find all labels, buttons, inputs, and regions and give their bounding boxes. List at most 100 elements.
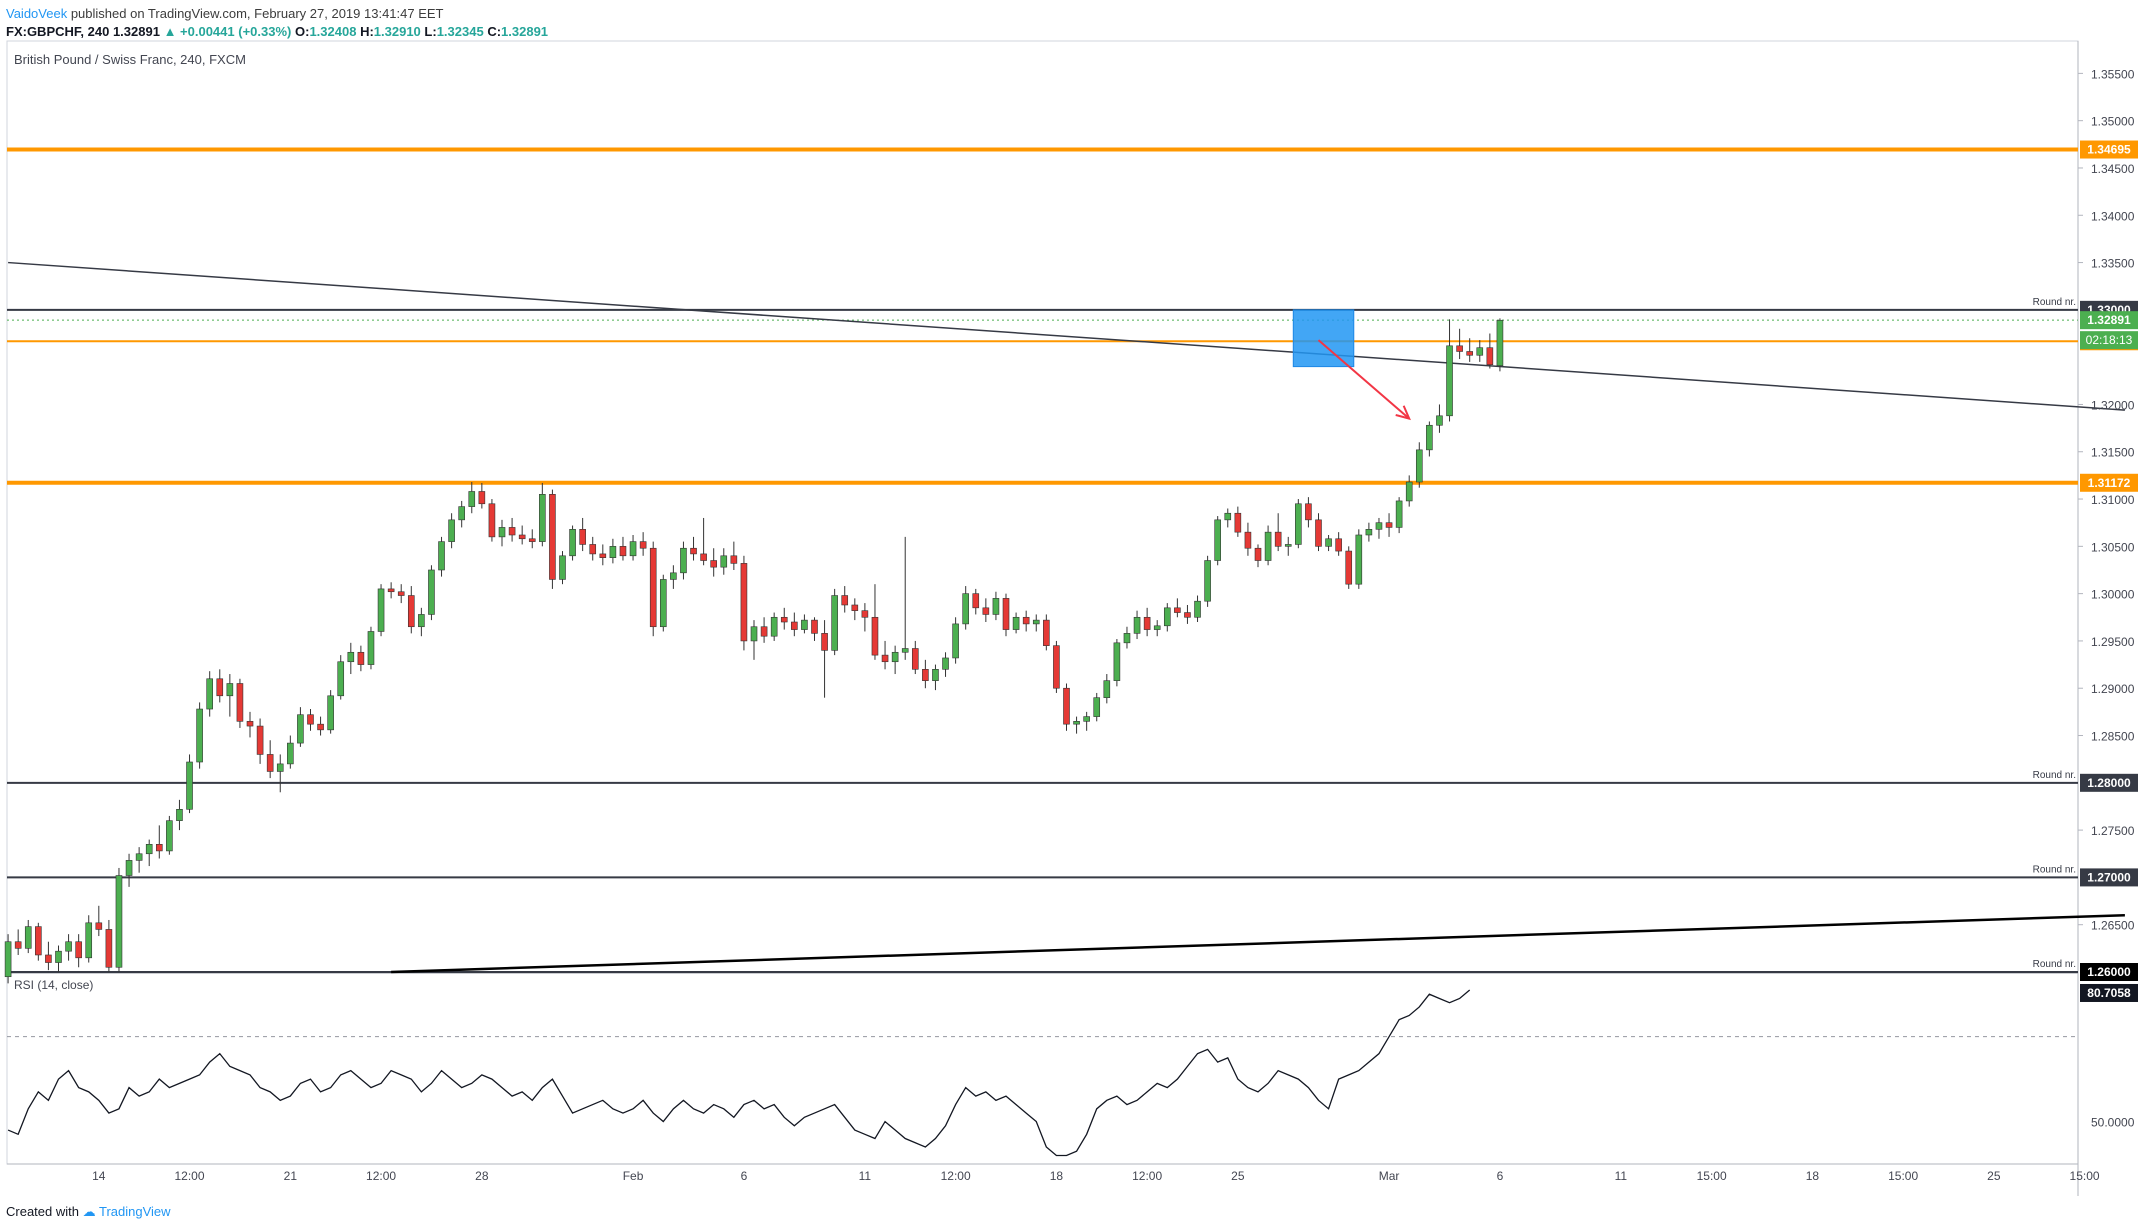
candle-body[interactable]	[206, 678, 213, 710]
candle-body[interactable]	[246, 721, 254, 727]
candle-body[interactable]	[1073, 721, 1080, 725]
candle-body[interactable]	[1486, 347, 1494, 366]
candle-body[interactable]	[448, 519, 455, 542]
candle-body[interactable]	[518, 534, 526, 540]
trendline[interactable]	[391, 913, 2125, 974]
candle-body[interactable]	[367, 631, 375, 665]
candle-body[interactable]	[1153, 625, 1161, 630]
candle-body[interactable]	[549, 494, 556, 580]
candle-body[interactable]	[1032, 619, 1040, 625]
candle-body[interactable]	[317, 723, 324, 731]
candle-body[interactable]	[1295, 503, 1302, 545]
candle-body[interactable]	[1456, 345, 1463, 352]
candle-body[interactable]	[1375, 522, 1383, 530]
candle-body[interactable]	[1022, 616, 1030, 625]
candle-body[interactable]	[569, 529, 576, 557]
candle-body[interactable]	[1053, 645, 1060, 689]
candle-body[interactable]	[871, 616, 879, 656]
candle-body[interactable]	[508, 527, 516, 536]
candle-body[interactable]	[1204, 560, 1211, 602]
candle-body[interactable]	[4, 941, 12, 978]
candle-body[interactable]	[1194, 600, 1201, 618]
candle-body[interactable]	[55, 950, 62, 963]
candle-body[interactable]	[488, 503, 496, 538]
candle-body[interactable]	[609, 546, 617, 558]
candle-body[interactable]	[932, 669, 939, 681]
trendline[interactable]	[8, 261, 2125, 411]
candle-body[interactable]	[287, 742, 294, 765]
candle-body[interactable]	[256, 725, 264, 755]
candle-body[interactable]	[659, 579, 667, 628]
candle-body[interactable]	[841, 595, 849, 606]
candle-body[interactable]	[911, 648, 919, 670]
candle-body[interactable]	[750, 626, 758, 642]
highlight-box[interactable]	[1292, 309, 1355, 368]
candle-body[interactable]	[468, 491, 476, 507]
candle-body[interactable]	[680, 547, 687, 574]
candle-body[interactable]	[337, 661, 345, 697]
candle-body[interactable]	[1365, 529, 1373, 536]
candle-body[interactable]	[407, 595, 415, 628]
candle-body[interactable]	[397, 591, 405, 596]
candle-body[interactable]	[700, 553, 707, 561]
candle-body[interactable]	[1083, 716, 1090, 722]
candle-body[interactable]	[216, 678, 224, 697]
candle-body[interactable]	[24, 926, 32, 949]
candle-body[interactable]	[387, 588, 395, 593]
candle-body[interactable]	[831, 595, 838, 651]
candle-body[interactable]	[891, 651, 899, 663]
candle-body[interactable]	[145, 844, 153, 855]
candle-body[interactable]	[166, 820, 173, 852]
candle-body[interactable]	[498, 527, 506, 538]
candle-body[interactable]	[791, 621, 798, 630]
candle-body[interactable]	[458, 506, 465, 521]
candle-body[interactable]	[176, 809, 183, 821]
candle-body[interactable]	[276, 763, 284, 772]
candle-body[interactable]	[1496, 319, 1504, 366]
candle-body[interactable]	[539, 494, 546, 542]
candle-body[interactable]	[1305, 503, 1312, 521]
candle-body[interactable]	[1093, 697, 1101, 717]
candle-body[interactable]	[801, 619, 808, 630]
candle-body[interactable]	[155, 844, 163, 852]
candle-body[interactable]	[135, 853, 143, 861]
candle-body[interactable]	[740, 563, 748, 642]
candle-body[interactable]	[327, 695, 334, 731]
candle-body[interactable]	[1224, 512, 1232, 521]
candle-body[interactable]	[821, 633, 828, 651]
candle-body[interactable]	[710, 560, 717, 568]
candle-body[interactable]	[629, 541, 637, 557]
candle-body[interactable]	[105, 929, 113, 968]
candle-body[interactable]	[1395, 500, 1403, 528]
candle-body[interactable]	[266, 754, 274, 772]
candle-body[interactable]	[922, 669, 929, 681]
candle-body[interactable]	[196, 708, 203, 763]
candle-body[interactable]	[1274, 531, 1282, 547]
candle-body[interactable]	[65, 941, 72, 952]
candle-body[interactable]	[478, 491, 486, 505]
candle-body[interactable]	[1325, 538, 1332, 547]
candle-body[interactable]	[528, 538, 536, 542]
candle-body[interactable]	[226, 683, 234, 697]
candle-body[interactable]	[992, 598, 1000, 615]
candle-body[interactable]	[1163, 607, 1171, 627]
candle-body[interactable]	[236, 683, 244, 722]
candle-body[interactable]	[1426, 424, 1433, 451]
candle-body[interactable]	[881, 654, 889, 663]
candle-body[interactable]	[1385, 522, 1393, 528]
candle-body[interactable]	[297, 714, 304, 744]
candle-body[interactable]	[982, 607, 990, 615]
candle-body[interactable]	[1123, 633, 1131, 644]
candle-body[interactable]	[690, 547, 697, 555]
candle-body[interactable]	[45, 954, 52, 963]
candle-body[interactable]	[1466, 351, 1473, 356]
candle-body[interactable]	[14, 941, 22, 949]
candle-body[interactable]	[952, 623, 959, 659]
candle-body[interactable]	[347, 651, 355, 663]
bearish-arrow[interactable]	[1317, 339, 1410, 420]
candle-body[interactable]	[1002, 598, 1010, 630]
candle-body[interactable]	[418, 614, 425, 628]
candle-body[interactable]	[186, 761, 193, 810]
candle-body[interactable]	[1174, 607, 1181, 613]
